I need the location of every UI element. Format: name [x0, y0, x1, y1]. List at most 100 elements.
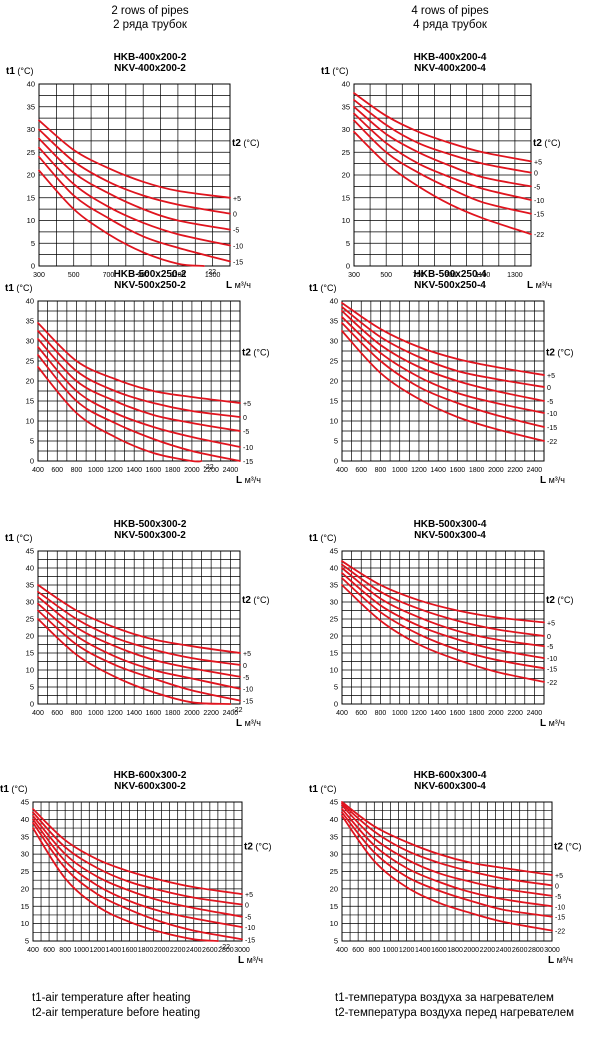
footnote-ru: t1-температура воздуха за нагревателем t…	[335, 991, 574, 1021]
series-label: 0	[534, 171, 538, 178]
y-axis-label: t1 (°C)	[6, 66, 34, 77]
x-axis-label: L м³/ч	[527, 280, 552, 291]
x-tick-label: 400	[336, 467, 348, 474]
x-tick-label: 1600	[431, 947, 447, 954]
series-label: +5	[547, 620, 555, 627]
x-tick-label: 1400	[106, 947, 122, 954]
series-line	[341, 306, 545, 388]
y-tick-label: 40	[330, 815, 338, 824]
series-group	[38, 119, 231, 267]
legend-title: t2 (°C)	[546, 595, 574, 606]
series-label: -15	[243, 699, 253, 706]
chart-title-line: NKV-500x250-2	[114, 280, 186, 291]
plot-frame	[341, 801, 553, 942]
series-line	[37, 346, 241, 448]
legend-title: t2 (°C)	[232, 138, 260, 149]
x-axis-label: L м³/ч	[540, 718, 565, 729]
x-tick-label: 2400	[527, 467, 543, 474]
y-tick-label: 40	[330, 297, 338, 306]
chart-title: HKB-400x200-4 NKV-400x200-4	[300, 52, 600, 74]
plot-frame	[37, 550, 241, 705]
column-header-4-rows: 4 rows of pipes 4 ряда трубок	[300, 4, 600, 32]
legend-title: t2 (°C)	[546, 347, 574, 358]
y-tick-label: 45	[330, 798, 338, 807]
x-tick-label: 400	[27, 947, 39, 954]
y-tick-label: 0	[346, 262, 350, 271]
y-tick-label: 0	[334, 457, 338, 466]
y-tick-label: 40	[21, 815, 29, 824]
y-tick-label: 10	[26, 417, 34, 426]
x-tick-label: 600	[51, 467, 63, 474]
x-tick-label: 1400	[415, 947, 431, 954]
x-tick-label: 800	[71, 467, 83, 474]
x-tick-label: 1000	[392, 467, 408, 474]
x-tick-label: 800	[375, 710, 387, 717]
y-tick-label: 10	[27, 216, 35, 225]
chart-title: HKB-400x200-2 NKV-400x200-2	[0, 52, 300, 74]
series-label: -10	[547, 411, 557, 418]
x-axis-label: L м³/ч	[236, 718, 261, 729]
chart-title-line: NKV-600x300-2	[114, 781, 186, 792]
y-tick-label: 25	[330, 615, 338, 624]
x-tick-label: 2800	[528, 947, 544, 954]
series-label: -22	[232, 707, 242, 714]
series-line	[341, 302, 545, 376]
x-tick-label: 400	[336, 710, 348, 717]
y-tick-label: 10	[330, 417, 338, 426]
x-tick-label: 900	[445, 272, 457, 279]
chart-title-line: HKB-500x250-4	[413, 269, 487, 280]
series-line	[341, 330, 545, 442]
series-line	[341, 567, 545, 648]
series-label: +5	[547, 373, 555, 380]
chart-svg: 0 5 10 15 20 25 30 35 40 400 600 800 1000 1200 1400 160…	[5, 283, 270, 486]
series-label: -5	[547, 399, 553, 406]
plot-frame	[32, 801, 243, 942]
series-label: -15	[245, 937, 255, 944]
y-tick-label: 15	[26, 397, 34, 406]
y-tick-label: 5	[334, 683, 338, 692]
series-line	[37, 618, 232, 705]
y-axis-label: t1 (°C)	[5, 283, 33, 294]
x-tick-label: 2000	[488, 710, 504, 717]
grid	[37, 300, 241, 462]
x-tick-label: 1600	[122, 947, 138, 954]
column-header-2-rows: 2 rows of pipes 2 ряда трубок	[0, 4, 300, 32]
x-axis-label: L м³/ч	[540, 475, 565, 486]
y-tick-label: 30	[26, 598, 34, 607]
series-line	[37, 609, 241, 702]
series-group	[341, 560, 545, 683]
series-label: -15	[547, 666, 557, 673]
x-tick-label: 500	[380, 272, 392, 279]
x-tick-label: 1400	[430, 467, 446, 474]
x-axis-label: L м³/ч	[226, 280, 251, 291]
y-tick-label: 30	[26, 337, 34, 346]
y-tick-label: 5	[30, 437, 34, 446]
y-tick-label: 40	[27, 80, 35, 89]
series-label: 0	[243, 663, 247, 670]
x-tick-label: 1300	[205, 272, 221, 279]
chart-title: HKB-500x300-2 NKV-500x300-2	[0, 519, 300, 541]
y-tick-label: 10	[21, 919, 29, 928]
y-tick-label: 25	[26, 615, 34, 624]
chart-title-line: NKV-500x300-2	[114, 530, 186, 541]
legend-title: t2 (°C)	[533, 138, 561, 149]
series-line	[38, 128, 231, 215]
y-tick-label: 35	[21, 832, 29, 841]
x-tick-label: 1200	[411, 467, 427, 474]
y-tick-label: 0	[334, 700, 338, 709]
y-tick-label: 30	[21, 850, 29, 859]
y-tick-label: 25	[330, 357, 338, 366]
footnote-line: t1-air temperature after heating	[32, 992, 191, 1004]
series-label: -22	[206, 269, 216, 276]
y-tick-label: 40	[26, 564, 34, 573]
plot-frame	[37, 300, 241, 462]
x-tick-label: 3000	[234, 947, 250, 954]
y-tick-label: 30	[27, 125, 35, 134]
x-tick-label: 1100	[170, 272, 185, 279]
chart-title-line: HKB-400x200-2	[113, 52, 187, 63]
y-tick-label: 25	[27, 148, 35, 157]
y-tick-label: 30	[330, 337, 338, 346]
series-label: -15	[555, 915, 565, 922]
series-label: -10	[534, 198, 544, 205]
series-line	[341, 801, 553, 876]
